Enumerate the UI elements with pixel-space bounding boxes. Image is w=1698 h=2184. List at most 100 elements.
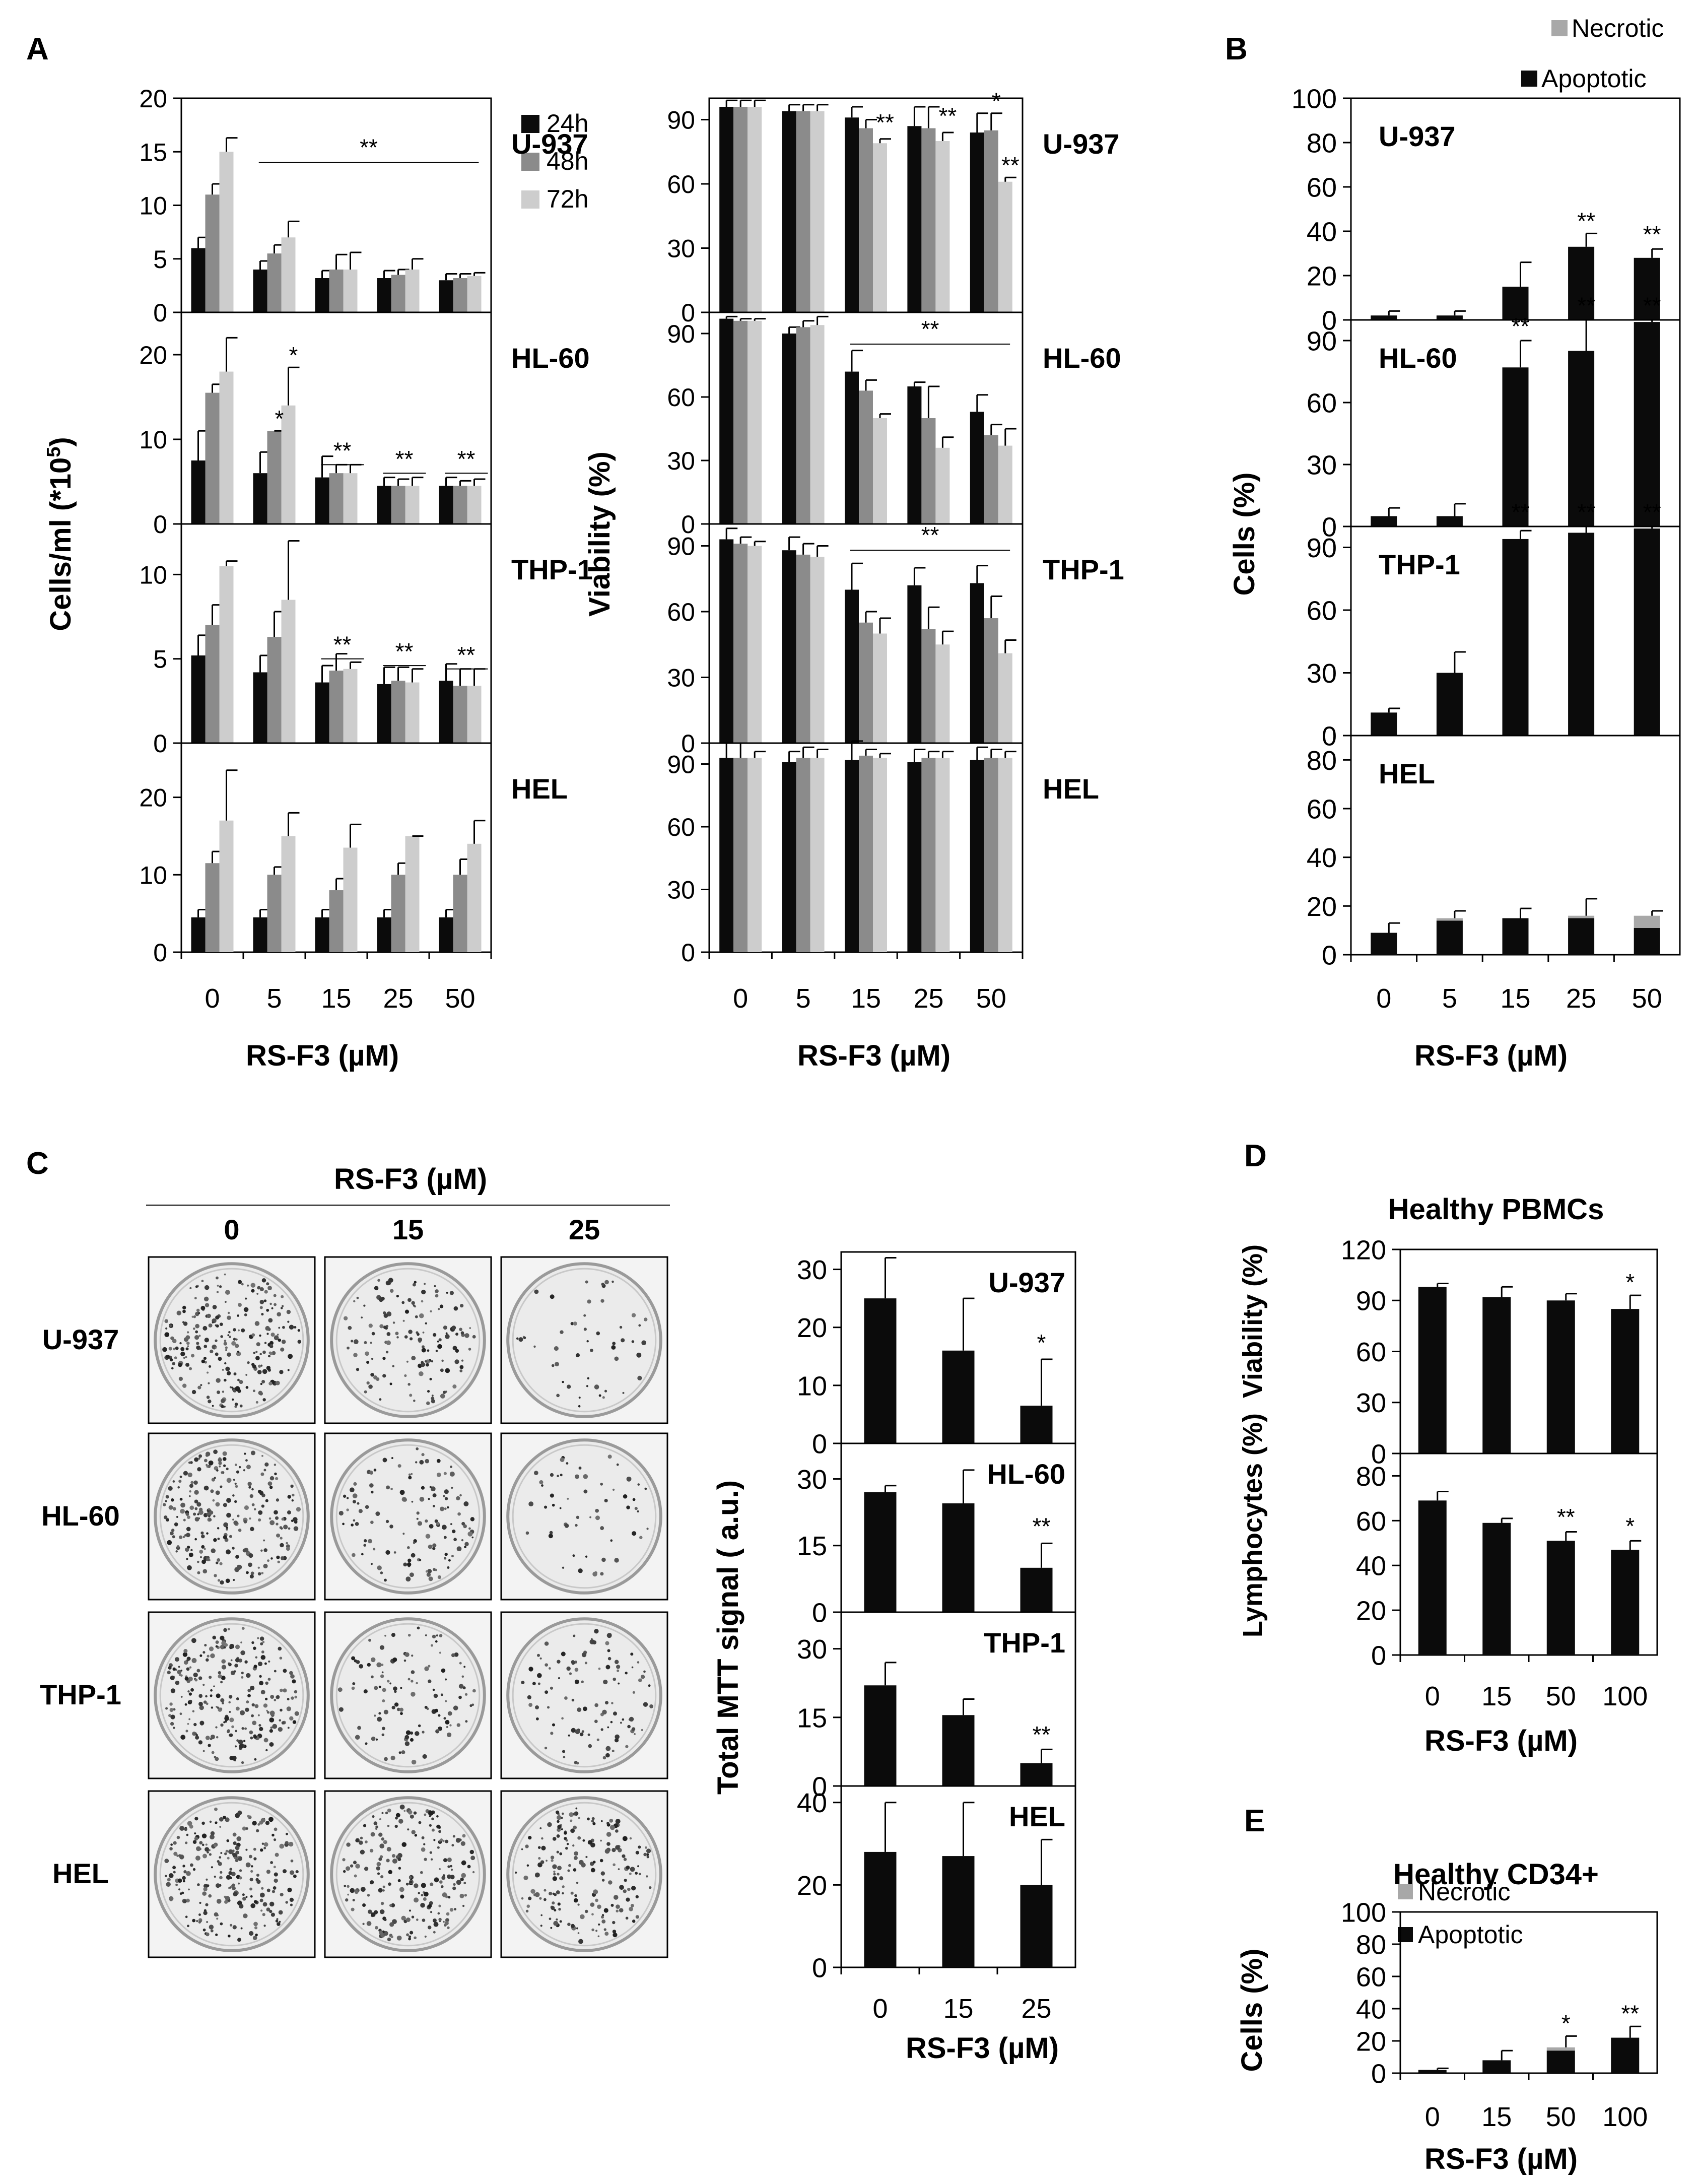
colony-dot xyxy=(258,1510,263,1515)
colony-dot xyxy=(217,1558,221,1562)
colony-dot xyxy=(352,1500,356,1504)
colony-dot xyxy=(562,1380,564,1383)
colony-dot xyxy=(589,1516,592,1518)
colony-dot xyxy=(371,1332,375,1336)
colony-dot xyxy=(523,1336,526,1340)
colony-dot xyxy=(578,1817,581,1819)
C-bars-ytick-label: 30 xyxy=(797,1255,827,1285)
colony-dot xyxy=(263,1564,268,1569)
colony-dot xyxy=(380,1901,384,1905)
colony-dot xyxy=(442,1892,447,1897)
colony-dot xyxy=(225,1817,230,1822)
bar-apoptotic xyxy=(1502,287,1529,320)
colony-dot xyxy=(274,1335,279,1341)
colony-dot xyxy=(261,1650,264,1653)
colony-dot xyxy=(612,1921,616,1925)
colony-dot xyxy=(194,1538,197,1541)
colony-dot xyxy=(186,1364,189,1367)
chart-C-bars: 0102030*U-93701530**HL-6001530**THP-1020… xyxy=(797,1251,1076,2024)
colony-dot xyxy=(270,1912,275,1917)
colony-dot xyxy=(260,1818,265,1823)
colony-dot xyxy=(292,1720,297,1724)
bar-24h xyxy=(719,318,734,524)
colony-dot xyxy=(533,1345,536,1348)
colony-plate-icon xyxy=(500,1432,668,1601)
colony-dot xyxy=(234,1403,238,1406)
colony-dot xyxy=(384,1327,388,1330)
colony-dot xyxy=(268,1318,273,1323)
colony-dot xyxy=(574,1668,579,1672)
colony-dot xyxy=(253,1665,257,1669)
colony-dot xyxy=(557,1866,562,1871)
D-ytick-label: 30 xyxy=(1356,1388,1386,1418)
colony-dot xyxy=(195,1734,198,1737)
colony-dot xyxy=(557,1475,559,1478)
colony-dot xyxy=(245,1297,247,1300)
colony-dot xyxy=(604,1701,609,1705)
colony-dot xyxy=(413,1542,416,1544)
colony-dot xyxy=(578,1568,583,1573)
colony-dot xyxy=(446,1912,450,1916)
colony-dot xyxy=(616,1909,619,1912)
colony-dot xyxy=(401,1750,405,1754)
colony-dot xyxy=(198,1701,203,1706)
colony-dot xyxy=(199,1654,202,1657)
colony-dot xyxy=(418,1724,421,1728)
bar-48h xyxy=(205,625,220,743)
colony-dot xyxy=(286,1309,291,1314)
colony-dot xyxy=(585,1856,588,1858)
bar-apoptotic xyxy=(1568,533,1595,736)
colony-dot xyxy=(191,1354,195,1358)
xtick-label: 25 xyxy=(1566,983,1596,1014)
colony-dot xyxy=(566,1462,569,1465)
colony-dot xyxy=(614,1558,619,1563)
cell-line-label: HL-60 xyxy=(1043,342,1121,374)
colony-dot xyxy=(588,1744,592,1748)
colony-dot xyxy=(470,1517,475,1521)
colony-dot xyxy=(217,1537,220,1540)
colony-dot xyxy=(269,1341,274,1345)
plate-row-label: U-937 xyxy=(42,1323,119,1355)
colony-dot xyxy=(212,1499,215,1502)
colony-dot xyxy=(351,1686,355,1690)
B-ytick-label: 90 xyxy=(1307,533,1337,563)
colony-dot xyxy=(600,1871,605,1876)
colony-dot xyxy=(167,1878,171,1882)
bar-72h xyxy=(998,653,1012,743)
colony-dot xyxy=(607,1726,609,1729)
xtick-label: 0 xyxy=(1376,983,1391,1014)
colony-dot xyxy=(219,1707,223,1711)
colony-dot xyxy=(202,1928,206,1932)
colony-dot xyxy=(548,1534,553,1539)
colony-dot xyxy=(350,1864,354,1868)
colony-dot xyxy=(403,1562,407,1567)
colony-dot xyxy=(205,1847,210,1852)
colony-dot xyxy=(229,1535,232,1538)
colony-dot xyxy=(351,1907,355,1911)
colony-dot xyxy=(196,1846,201,1851)
colony-dot xyxy=(220,1922,223,1926)
colony-dot xyxy=(613,1711,617,1716)
bar-48h xyxy=(329,890,344,952)
colony-dot xyxy=(269,1302,272,1305)
colony-dot xyxy=(195,1323,200,1329)
colony-dot xyxy=(176,1545,180,1548)
colony-dot xyxy=(172,1535,175,1539)
bar-48h xyxy=(859,622,873,743)
colony-dot xyxy=(233,1479,235,1481)
colony-dot xyxy=(577,1932,580,1934)
colony-dot xyxy=(259,1491,264,1495)
colony-dot xyxy=(214,1875,216,1878)
A-left-row-0-ytick-label: 5 xyxy=(153,245,167,274)
colony-dot xyxy=(538,1857,541,1860)
colony-dot xyxy=(382,1727,385,1731)
colony-dot xyxy=(573,1825,577,1830)
colony-dot xyxy=(276,1918,279,1921)
colony-dot xyxy=(293,1874,297,1878)
colony-dot xyxy=(638,1873,641,1876)
bar-apoptotic xyxy=(1502,367,1529,526)
colony-dot xyxy=(436,1459,441,1463)
colony-dot xyxy=(447,1566,450,1569)
colony-dot xyxy=(235,1859,239,1863)
